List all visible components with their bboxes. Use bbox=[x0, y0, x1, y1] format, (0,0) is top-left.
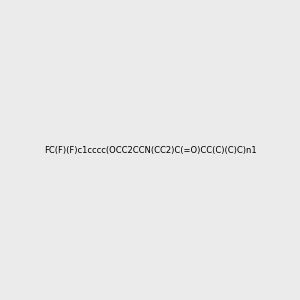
Text: FC(F)(F)c1cccc(OCC2CCN(CC2)C(=O)CC(C)(C)C)n1: FC(F)(F)c1cccc(OCC2CCN(CC2)C(=O)CC(C)(C)… bbox=[44, 146, 256, 154]
